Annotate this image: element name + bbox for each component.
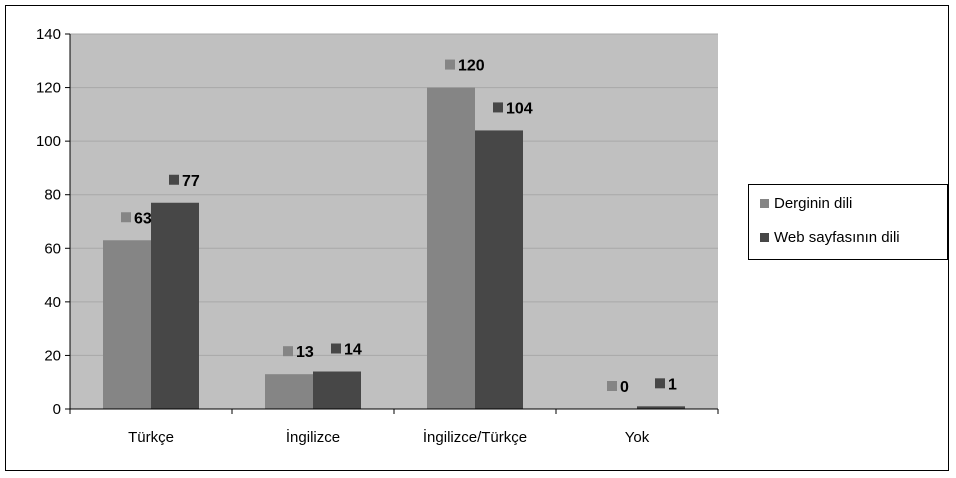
legend-label: Derginin dili <box>774 195 853 212</box>
y-tick-label: 20 <box>44 347 61 364</box>
y-tick-label: 100 <box>36 133 61 150</box>
legend-swatch-icon <box>760 233 769 242</box>
data-label-marker <box>493 102 503 113</box>
legend-label: Web sayfasının dili <box>774 229 900 246</box>
bar <box>313 371 361 409</box>
bar <box>427 87 475 410</box>
x-tick-label: Türkçe <box>128 429 174 446</box>
legend: Derginin dili Web sayfasının dili <box>748 184 948 260</box>
data-label: 13 <box>296 344 314 361</box>
data-label-marker <box>331 343 341 354</box>
y-tick-label: 40 <box>44 294 61 311</box>
data-label-marker <box>607 381 617 391</box>
y-tick-label: 60 <box>44 240 61 257</box>
y-axis: 0 20 40 60 80 100 120 140 <box>36 26 71 418</box>
data-label-marker <box>445 59 455 70</box>
y-tick-label: 120 <box>36 80 61 97</box>
bar <box>475 130 523 409</box>
bar <box>103 240 151 409</box>
data-labels: 63 77 13 14 120 104 0 1 <box>121 58 677 396</box>
data-label: 1 <box>668 376 677 393</box>
data-label-marker <box>121 212 131 223</box>
y-tick-label: 0 <box>53 401 61 418</box>
bar <box>265 374 313 409</box>
legend-item-web-sayfasinin-dili: Web sayfasının dili <box>760 229 900 246</box>
data-label: 104 <box>506 100 533 117</box>
y-tick-label: 80 <box>44 187 61 204</box>
legend-swatch-icon <box>760 199 769 208</box>
data-label: 14 <box>344 342 362 359</box>
bar <box>637 406 685 409</box>
data-label-marker <box>655 378 665 389</box>
data-label: 120 <box>458 58 485 75</box>
x-axis: Türkçe İngilizce İngilizce/Türkçe Yok <box>69 408 719 446</box>
data-label: 63 <box>134 210 152 227</box>
legend-item-derginin-dili: Derginin dili <box>760 195 852 212</box>
x-tick-label: Yok <box>625 429 650 446</box>
data-label: 0 <box>620 379 629 396</box>
x-tick-label: İngilizce <box>286 428 340 446</box>
bar <box>151 202 199 409</box>
bars <box>103 87 685 410</box>
data-label: 77 <box>182 173 200 190</box>
y-tick-label: 140 <box>36 26 61 43</box>
x-tick-label: İngilizce/Türkçe <box>423 428 527 446</box>
data-label-marker <box>283 346 293 357</box>
data-label-marker <box>169 174 179 185</box>
